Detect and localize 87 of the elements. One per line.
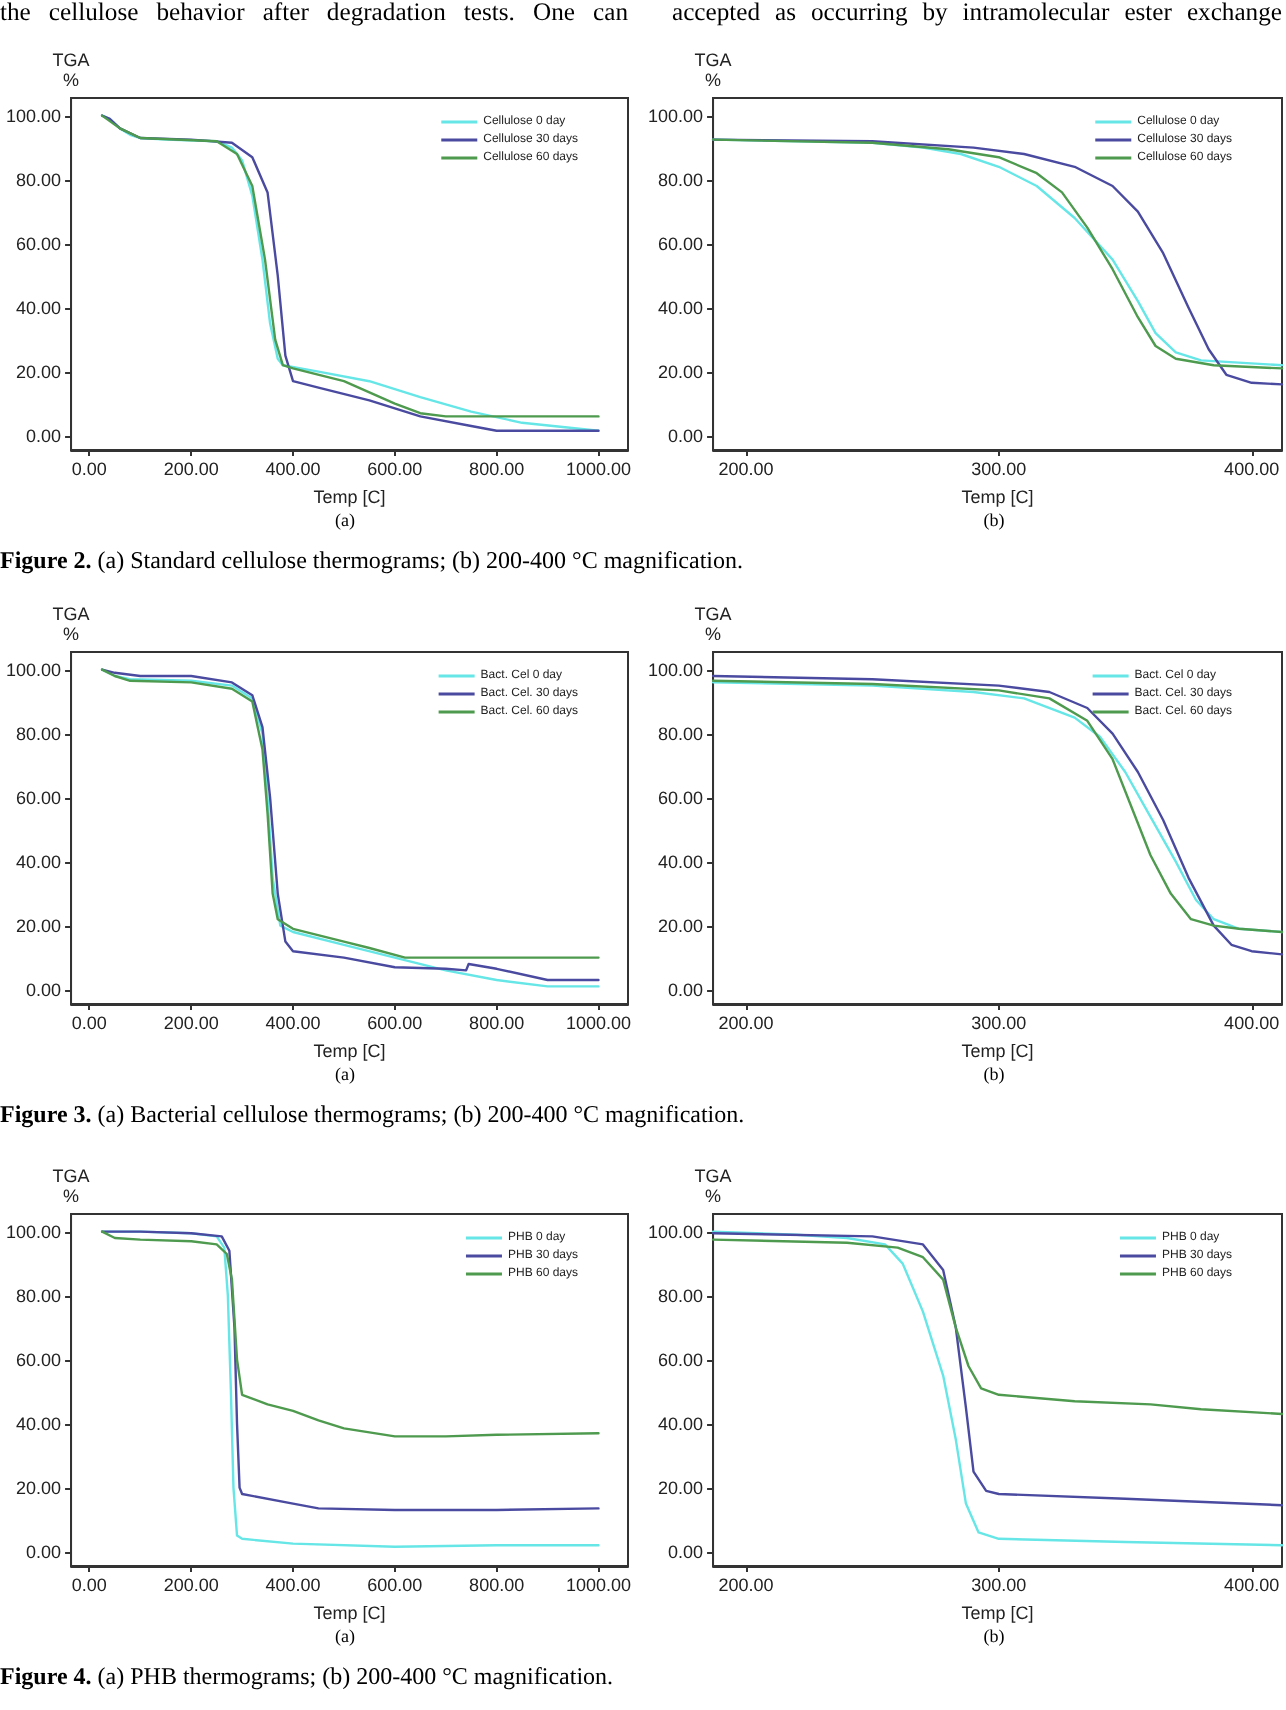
y-tick-label: 20.00 — [657, 361, 704, 382]
y-tick-label: 80.00 — [657, 169, 704, 190]
text: (a) — [335, 1626, 355, 1646]
y-tick-label: 60.00 — [657, 1349, 704, 1370]
y-axis-title: TGA % — [694, 50, 732, 90]
x-tick-label: 600.00 — [367, 1013, 423, 1033]
y-axis-title: TGA % — [52, 1166, 90, 1206]
y-tick-label: 0.00 — [25, 425, 62, 446]
text: (b) — [983, 1626, 1005, 1646]
y-tick-label: 20.00 — [15, 361, 62, 382]
x-tick-label: 600.00 — [367, 459, 423, 479]
x-tick-label: 400.00 — [265, 459, 321, 479]
text: (a) — [335, 510, 355, 530]
y-tick-label: 80.00 — [15, 723, 62, 744]
y-tick-label: 60.00 — [657, 787, 704, 808]
y-tick-label: 80.00 — [657, 723, 704, 744]
y-axis-title: TGA % — [694, 1166, 732, 1206]
y-tick-label: 100.00 — [647, 105, 704, 126]
caption: Figure 4. (a) PHB thermograms; (b) 200-400 °C magnification. — [0, 1662, 614, 1692]
text: (b) — [983, 510, 1005, 530]
x-tick-label: 600.00 — [367, 1575, 423, 1595]
x-axis-title: Temp [C] — [313, 1041, 386, 1061]
caption: Figure 2. (a) Standard cellulose thermograms; (b) 200-400 °C magnification. — [0, 546, 743, 576]
y-tick-label: 20.00 — [657, 915, 704, 936]
x-axis-title: Temp [C] — [961, 487, 1034, 507]
y-axis-title: TGA % — [694, 604, 732, 644]
y-tick-label: 60.00 — [657, 233, 704, 254]
x-tick-label: 200.00 — [163, 1575, 219, 1595]
y-tick-label: 40.00 — [657, 851, 704, 872]
x-tick-label: 400.00 — [1224, 1013, 1280, 1033]
x-tick-label: 400.00 — [265, 1575, 321, 1595]
x-tick-label: 1000.00 — [565, 1575, 632, 1595]
x-tick-label: 0.00 — [71, 1575, 107, 1595]
caption: Figure 3. (a) Bacterial cellulose thermograms; (b) 200-400 °C magnification. — [0, 1100, 745, 1130]
x-tick-label: 1000.00 — [565, 1013, 632, 1033]
y-tick-label: 60.00 — [15, 787, 62, 808]
y-tick-label: 60.00 — [15, 233, 62, 254]
x-tick-label: 0.00 — [71, 1013, 107, 1033]
y-tick-label: 0.00 — [667, 425, 704, 446]
text: (a) — [335, 1064, 355, 1084]
y-tick-label: 60.00 — [15, 1349, 62, 1370]
y-tick-label: 100.00 — [5, 105, 62, 126]
y-tick-label: 40.00 — [15, 851, 62, 872]
y-tick-label: 100.00 — [5, 659, 62, 680]
x-axis-title: Temp [C] — [961, 1041, 1034, 1061]
y-tick-label: 100.00 — [5, 1221, 62, 1242]
x-tick-label: 400.00 — [1224, 459, 1280, 479]
x-axis-title: Temp [C] — [961, 1603, 1034, 1623]
line-series — [100, 1230, 600, 1438]
x-tick-label: 1000.00 — [565, 459, 632, 479]
x-axis-title: Temp [C] — [313, 1603, 386, 1623]
y-tick-label: 40.00 — [657, 297, 704, 318]
y-tick-label: 40.00 — [15, 1413, 62, 1434]
y-tick-label: 0.00 — [25, 1541, 62, 1562]
y-tick-label: 80.00 — [15, 1285, 62, 1306]
x-tick-label: 200.00 — [718, 1013, 774, 1033]
x-tick-label: 800.00 — [469, 1013, 525, 1033]
y-tick-label: 40.00 — [15, 297, 62, 318]
text: the cellulose behavior after degradation tests. One can — [0, 0, 628, 28]
x-tick-label: 0.00 — [71, 459, 107, 479]
x-tick-label: 400.00 — [265, 1013, 321, 1033]
x-tick-label: 300.00 — [971, 459, 1027, 479]
x-tick-label: 200.00 — [718, 459, 774, 479]
y-tick-label: 100.00 — [647, 1221, 704, 1242]
y-tick-label: 20.00 — [657, 1477, 704, 1498]
x-tick-label: 800.00 — [469, 459, 525, 479]
y-axis-title: TGA % — [52, 50, 90, 90]
y-tick-label: 40.00 — [657, 1413, 704, 1434]
y-tick-label: 100.00 — [647, 659, 704, 680]
text: accepted as occurring by intramolecular ester exchange — [672, 0, 1282, 28]
y-axis-title: TGA % — [52, 604, 90, 644]
y-tick-label: 0.00 — [25, 979, 62, 1000]
y-tick-label: 20.00 — [15, 1477, 62, 1498]
y-tick-label: 80.00 — [657, 1285, 704, 1306]
x-tick-label: 800.00 — [469, 1575, 525, 1595]
x-tick-label: 400.00 — [1224, 1575, 1280, 1595]
x-tick-label: 300.00 — [971, 1013, 1027, 1033]
y-tick-label: 0.00 — [667, 1541, 704, 1562]
x-tick-label: 300.00 — [971, 1575, 1027, 1595]
y-tick-label: 80.00 — [15, 169, 62, 190]
text: (b) — [983, 1064, 1005, 1084]
x-tick-label: 200.00 — [163, 459, 219, 479]
x-tick-label: 200.00 — [163, 1013, 219, 1033]
x-tick-label: 200.00 — [718, 1575, 774, 1595]
y-tick-label: 20.00 — [15, 915, 62, 936]
x-axis-title: Temp [C] — [313, 487, 386, 507]
y-tick-label: 0.00 — [667, 979, 704, 1000]
